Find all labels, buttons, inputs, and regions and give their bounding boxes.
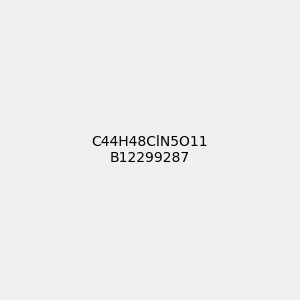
- Text: C44H48ClN5O11
B12299287: C44H48ClN5O11 B12299287: [92, 135, 208, 165]
